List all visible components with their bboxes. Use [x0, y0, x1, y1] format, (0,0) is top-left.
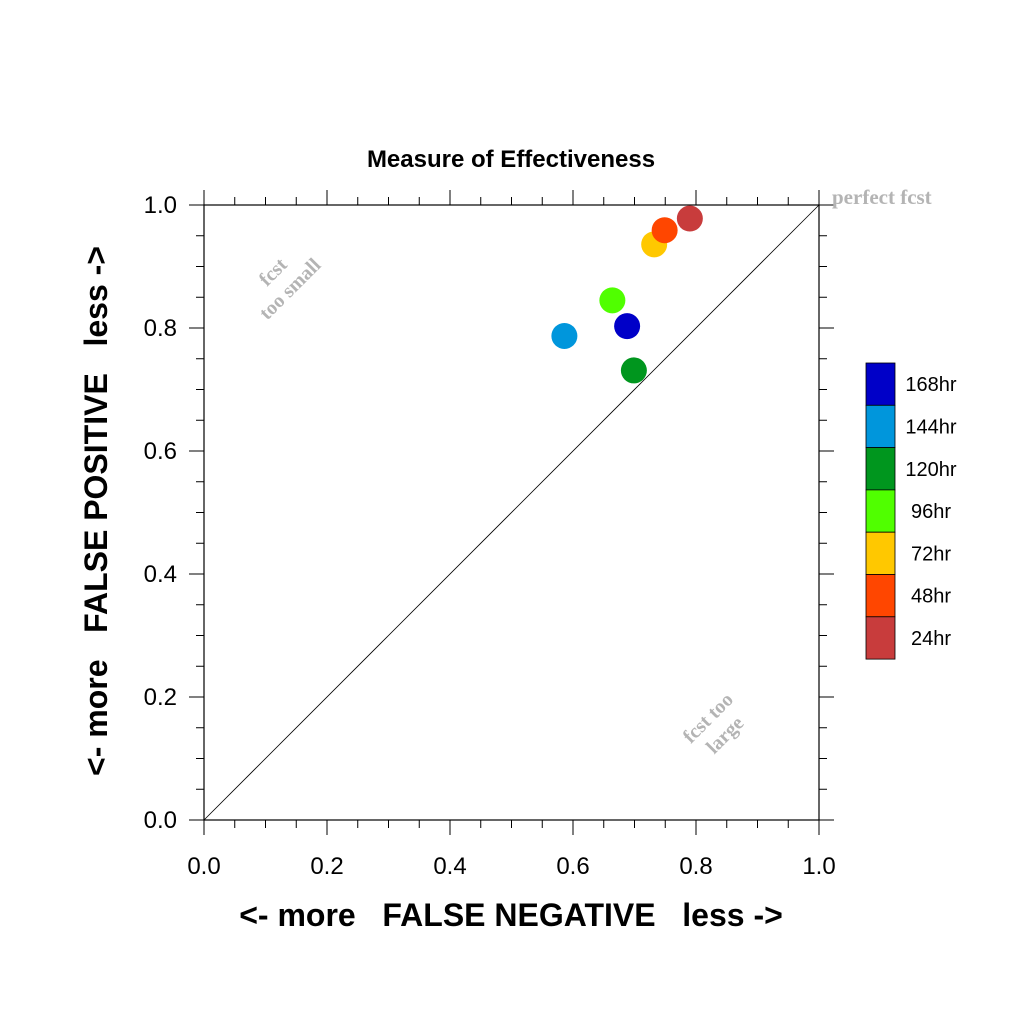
reference-diagonal-line: [203, 204, 820, 821]
legend-swatch-120hr: [865, 447, 896, 491]
y-tick-label: 0.4: [144, 561, 177, 588]
tick-marks: [189, 190, 834, 835]
y-tick-label: 0.0: [144, 807, 177, 834]
data-point-24hr: [676, 205, 703, 232]
legend-swatch-168hr: [865, 362, 896, 406]
x-tick-label: 0.4: [433, 853, 466, 880]
y-tick-label: 1.0: [144, 192, 177, 219]
y-tick-label: 0.2: [144, 684, 177, 711]
legend-label-48hr: 48hr: [911, 586, 951, 608]
chart-title: Measure of Effectiveness: [367, 146, 655, 173]
legend-swatch-48hr: [865, 574, 896, 618]
data-point-96hr: [599, 287, 626, 314]
x-tick-labels: 0.0 0.2 0.4 0.6 0.8 1.0: [187, 853, 835, 880]
data-points: [551, 205, 703, 384]
annotation-perfect-fcst: perfect fcst: [832, 185, 932, 209]
y-axis-label: <- more FALSE POSITIVE less ->: [78, 246, 114, 776]
x-tick-label: 0.6: [556, 853, 589, 880]
data-point-168hr: [614, 313, 641, 340]
y-tick-label: 0.6: [144, 438, 177, 465]
legend-swatch-144hr: [865, 404, 896, 448]
legend-label-144hr: 144hr: [905, 416, 956, 438]
x-tick-label: 1.0: [802, 853, 835, 880]
legend-swatch-72hr: [865, 531, 896, 575]
annotation-fcst-too-large: fcst too large: [679, 689, 749, 759]
x-tick-label: 0.0: [187, 853, 220, 880]
data-point-144hr: [551, 322, 578, 349]
legend-label-96hr: 96hr: [911, 501, 951, 523]
y-tick-label: 0.8: [144, 315, 177, 342]
data-point-120hr: [620, 357, 647, 384]
legend-swatch-24hr: [865, 616, 896, 660]
legend: 168hr 144hr 120hr 96hr 72hr 48hr 24hr: [865, 362, 957, 660]
y-tick-labels: 0.0 0.2 0.4 0.6 0.8 1.0: [144, 192, 177, 834]
legend-label-72hr: 72hr: [911, 543, 951, 565]
legend-swatch-96hr: [865, 489, 896, 533]
legend-label-24hr: 24hr: [911, 628, 951, 650]
legend-label-168hr: 168hr: [905, 374, 956, 396]
x-tick-label: 0.2: [310, 853, 343, 880]
x-axis-label: <- more FALSE NEGATIVE less ->: [239, 897, 783, 933]
data-point-48hr: [651, 217, 678, 244]
annotation-fcst-too-small: fcst too small: [255, 254, 326, 325]
x-tick-label: 0.8: [679, 853, 712, 880]
legend-label-120hr: 120hr: [905, 459, 956, 481]
